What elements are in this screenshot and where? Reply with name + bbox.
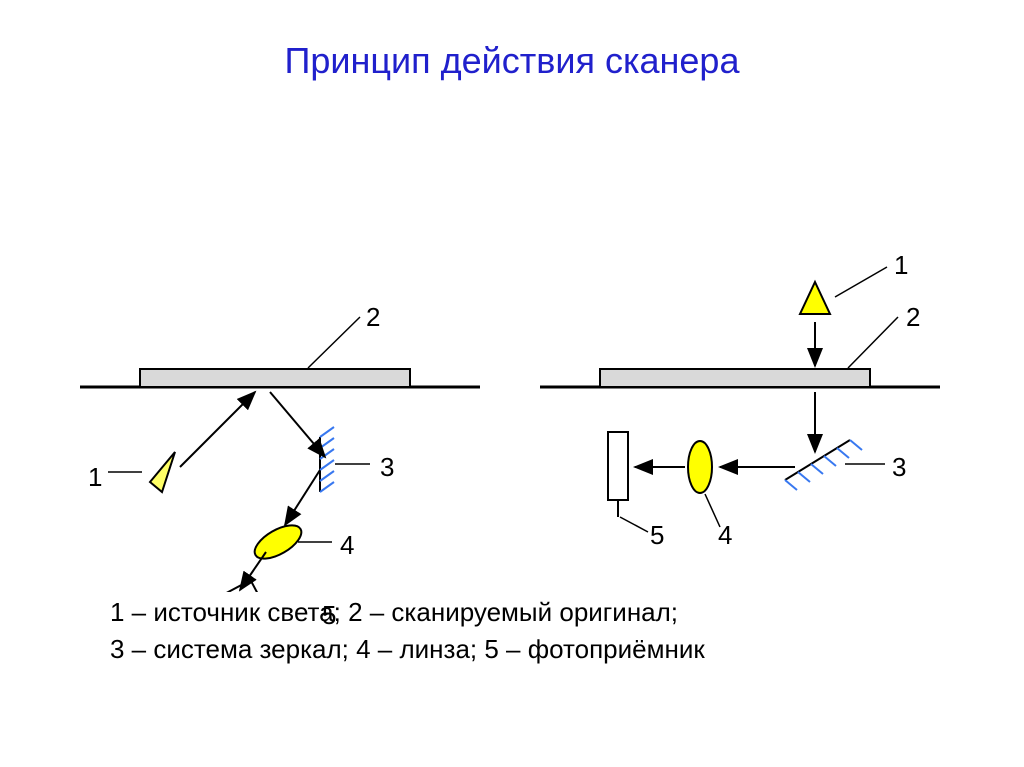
diagram-label: 1 [88, 462, 102, 493]
diagram-svg [0, 122, 1024, 592]
diagram-label: 3 [380, 452, 394, 483]
legend-line-1: 1 – источник света; 2 – сканируемый ориг… [110, 594, 705, 630]
diagram-area: 1234512345 [0, 122, 1024, 572]
diagram-label: 4 [718, 520, 732, 551]
legend: 1 – источник света; 2 – сканируемый ориг… [110, 594, 705, 667]
diagram-label: 1 [894, 250, 908, 281]
diagram-label: 2 [906, 302, 920, 333]
diagram-label: 3 [892, 452, 906, 483]
slide-title: Принцип действия сканера [0, 0, 1024, 82]
diagram-label: 5 [650, 520, 664, 551]
legend-line-2: 3 – система зеркал; 4 – линза; 5 – фотоп… [110, 631, 705, 667]
diagram-label: 2 [366, 302, 380, 333]
diagram-label: 4 [340, 530, 354, 561]
